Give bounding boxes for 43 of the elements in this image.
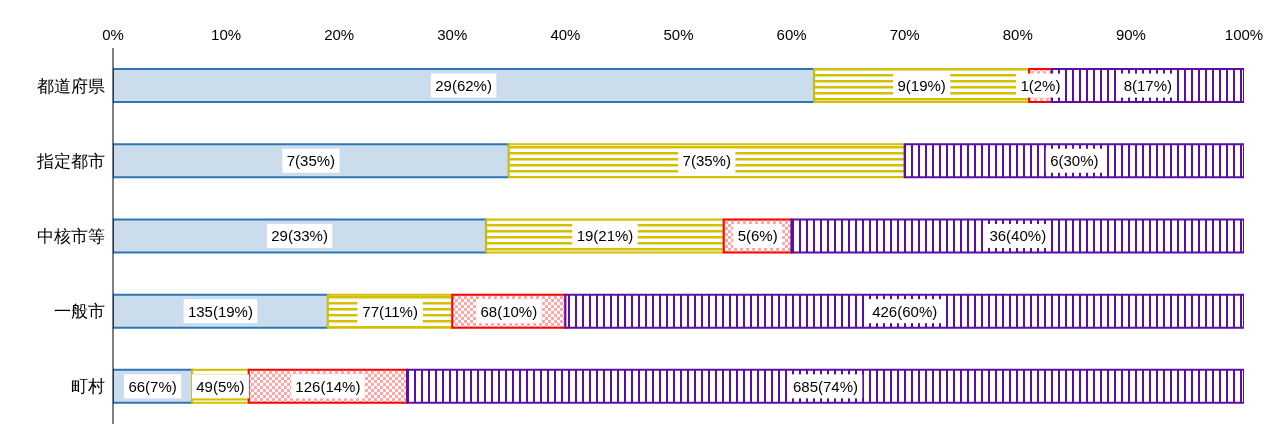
data-label: 29(62%) <box>435 77 492 95</box>
bar <box>903 143 1244 179</box>
x-tick-label: 10% <box>211 26 242 43</box>
bar <box>406 368 1244 404</box>
data-label: 29(33%) <box>271 227 328 245</box>
data-label: 49(5%) <box>196 377 245 395</box>
y-tick-label: 指定都市 <box>36 151 105 171</box>
x-tick-label: 30% <box>437 26 468 43</box>
x-tick-label: 60% <box>776 26 807 43</box>
data-label: 6(30%) <box>1050 152 1099 170</box>
x-tick-label: 20% <box>324 26 355 43</box>
bar <box>113 68 816 104</box>
data-label: 36(40%) <box>989 227 1047 245</box>
data-label: 7(35%) <box>682 152 731 170</box>
data-label: 19(21%) <box>576 227 634 245</box>
data-label: 77(11%) <box>362 302 418 320</box>
data-label: 8(17%) <box>1123 77 1173 95</box>
data-label: 5(6%) <box>737 227 778 245</box>
x-tick-label: 70% <box>889 26 920 43</box>
bar <box>113 218 488 254</box>
bar <box>507 143 906 179</box>
data-label: 66(7%) <box>128 377 177 395</box>
data-label: 1(2%) <box>1020 77 1061 95</box>
x-tick-label: 0% <box>102 26 124 43</box>
y-tick-label: 町村 <box>71 377 105 397</box>
x-tick-label: 80% <box>1002 26 1033 43</box>
data-label: 9(19%) <box>897 77 946 95</box>
y-tick-label: 一般市 <box>54 302 105 322</box>
data-label: 135(19%) <box>187 302 253 320</box>
x-tick-label: 90% <box>1115 26 1146 43</box>
x-tick-label: 40% <box>550 26 581 43</box>
data-label: 426(60%) <box>872 302 938 320</box>
y-tick-label: 中核市等 <box>37 227 105 247</box>
data-label: 7(35%) <box>286 152 336 170</box>
x-tick-label: 50% <box>663 26 694 43</box>
data-label: 126(14%) <box>295 377 361 395</box>
y-tick-label: 都道府県 <box>37 76 105 96</box>
bar <box>113 143 510 179</box>
data-label: 685(74%) <box>793 377 859 395</box>
data-label: 68(10%) <box>480 302 538 320</box>
bar <box>564 293 1244 329</box>
bar <box>790 218 1244 254</box>
x-tick-label: 100% <box>1224 26 1264 43</box>
